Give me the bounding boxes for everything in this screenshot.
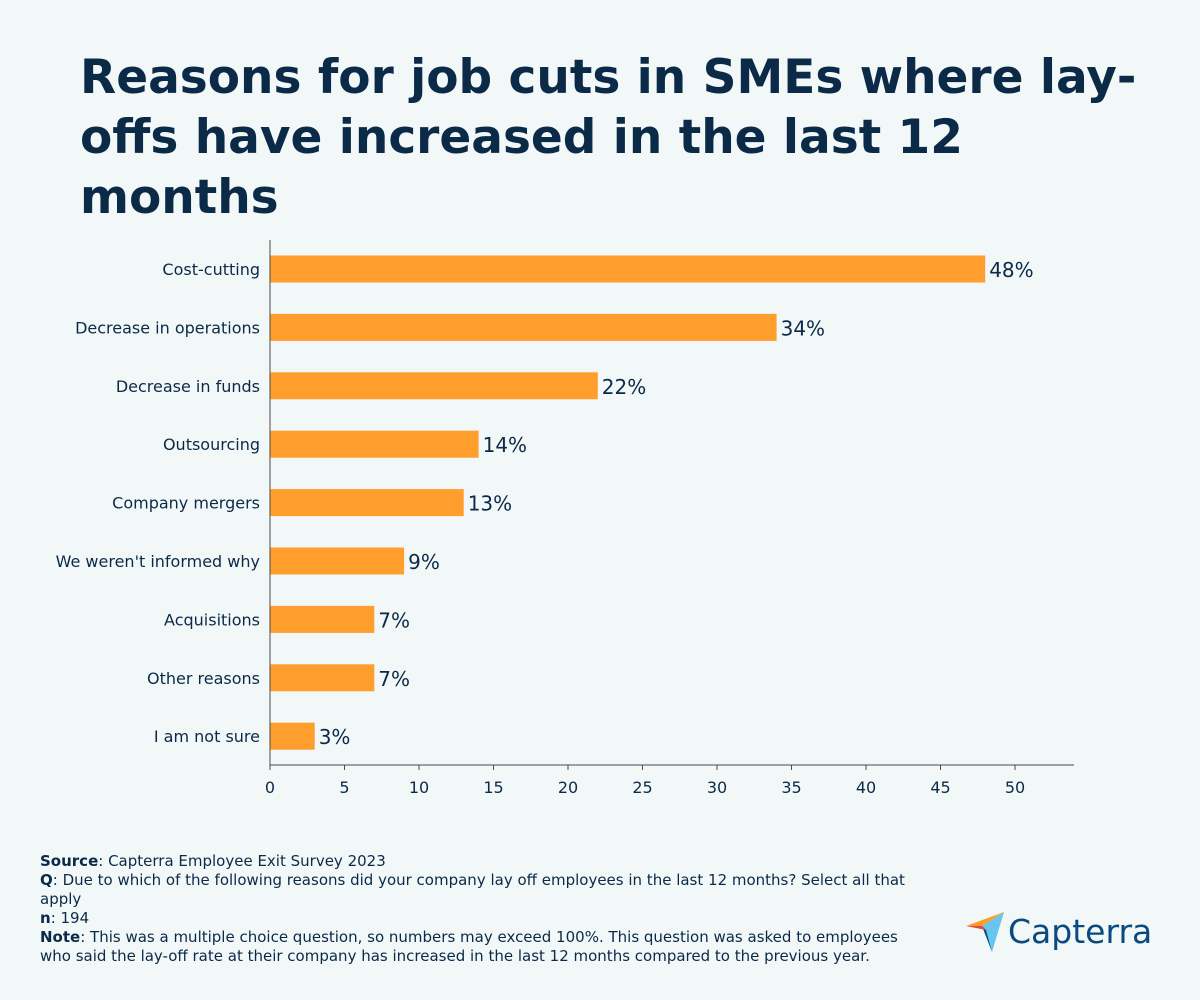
note-text: : This was a multiple choice question, s… — [40, 928, 898, 965]
category-label: Acquisitions — [164, 610, 260, 629]
value-label: 22% — [602, 375, 646, 399]
logo-orange-shard — [966, 912, 1004, 926]
question-line: Q: Due to which of the following reasons… — [40, 871, 930, 909]
bar — [270, 664, 375, 692]
logo-blue-shard — [982, 912, 1004, 952]
category-label: Other reasons — [147, 669, 260, 688]
x-tick-label: 25 — [632, 778, 652, 797]
source-label: Source — [40, 852, 99, 870]
value-label: 7% — [378, 608, 410, 632]
bar — [270, 489, 464, 517]
bar-chart: Cost-cutting Decrease in operations Decrea… — [56, 240, 1074, 797]
value-labels-group: 48% 34% 22% 14% 13% 9% 7% 7% 3% — [319, 258, 1034, 749]
value-label: 13% — [468, 492, 512, 516]
x-tick-label: 45 — [930, 778, 950, 797]
bar — [270, 722, 315, 750]
x-tick-label: 15 — [483, 778, 503, 797]
value-label: 3% — [319, 725, 351, 749]
note-label: Note — [40, 928, 81, 946]
category-labels-group: Cost-cutting Decrease in operations Decrea… — [56, 260, 260, 746]
logo-dark-shard — [982, 926, 992, 952]
category-label: Company mergers — [112, 494, 260, 513]
category-label: I am not sure — [154, 727, 260, 746]
source-text: : Capterra Employee Exit Survey 2023 — [98, 852, 386, 870]
sample-size-text: : 194 — [50, 909, 90, 927]
bar — [270, 372, 598, 400]
x-tick-label: 30 — [707, 778, 727, 797]
category-label: Decrease in funds — [116, 377, 260, 396]
value-label: 34% — [781, 316, 825, 340]
category-label: Outsourcing — [163, 435, 260, 454]
bar — [270, 313, 777, 341]
value-label: 14% — [483, 433, 527, 457]
value-label: 7% — [378, 667, 410, 691]
x-tick-label: 50 — [1005, 778, 1025, 797]
logo-wordmark: Capterra — [1008, 912, 1153, 951]
sample-size-label: n — [40, 909, 51, 927]
bar — [270, 255, 986, 283]
x-tick-label: 40 — [856, 778, 876, 797]
x-tick-label: 0 — [265, 778, 275, 797]
sample-size-line: n: 194 — [40, 909, 930, 928]
category-label: Cost-cutting — [162, 260, 260, 279]
bars-group — [270, 255, 986, 750]
x-tick-label: 5 — [339, 778, 349, 797]
capterra-logo: Capterra — [966, 908, 1156, 956]
note-line: Note: This was a multiple choice questio… — [40, 928, 930, 966]
category-label: We weren't informed why — [56, 552, 260, 571]
x-tick-label: 10 — [409, 778, 429, 797]
chart-title: Reasons for job cuts in SMEs where lay-o… — [80, 50, 1137, 225]
bar — [270, 605, 375, 633]
bar — [270, 430, 479, 458]
value-label: 48% — [989, 258, 1033, 282]
question-label: Q — [40, 871, 53, 889]
category-label: Decrease in operations — [75, 318, 260, 337]
bar — [270, 547, 405, 575]
question-text: : Due to which of the following reasons … — [40, 871, 905, 908]
capterra-arrow-icon — [966, 912, 1004, 952]
x-axis: 0 5 10 15 20 25 30 35 40 45 50 — [265, 764, 1074, 797]
value-label: 9% — [408, 550, 440, 574]
x-tick-label: 20 — [558, 778, 578, 797]
x-tick-label: 35 — [781, 778, 801, 797]
logo-red-shard — [966, 926, 986, 930]
source-line: Source: Capterra Employee Exit Survey 20… — [40, 852, 930, 871]
chart-footer: Source: Capterra Employee Exit Survey 20… — [40, 852, 930, 966]
